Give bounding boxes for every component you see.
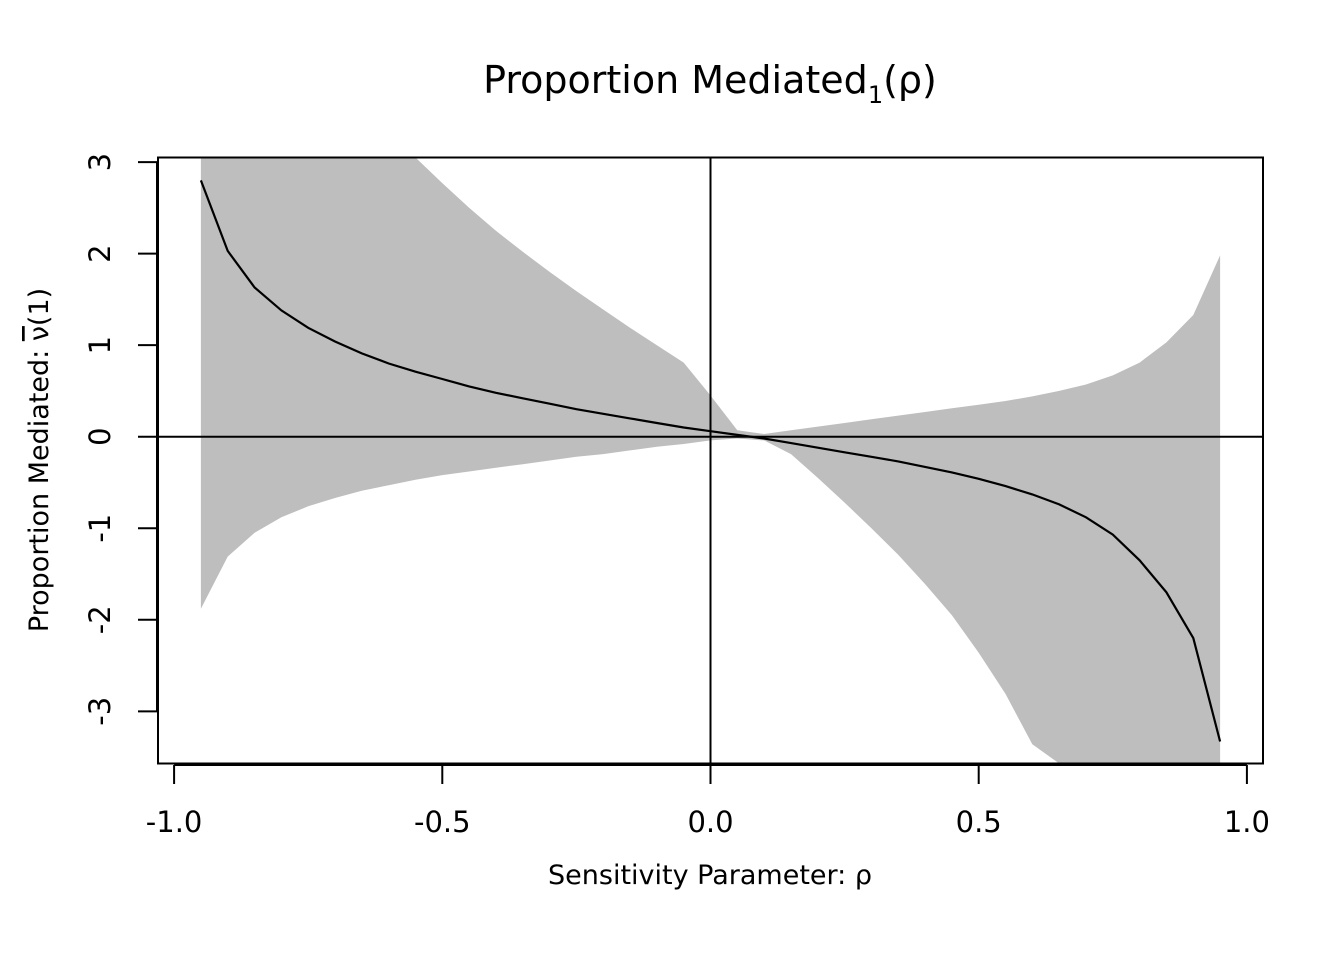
- plot-area: [158, 157, 1263, 764]
- x-axis: -1.0 -0.5 0.0 0.5 1.0: [146, 764, 1270, 839]
- y-axis-label-symbol: ν: [24, 326, 55, 341]
- y-tick-label: 3: [83, 153, 117, 171]
- x-tick-label: 1.0: [1224, 805, 1270, 839]
- chart-title-main: Proportion Mediated: [483, 58, 868, 102]
- x-tick-label: -1.0: [146, 805, 203, 839]
- x-axis-label: Sensitivity Parameter: ρ: [548, 860, 872, 891]
- y-tick-label: 1: [83, 336, 117, 354]
- y-tick-label: 2: [83, 244, 117, 262]
- y-axis-label: Proportion Mediated: ν(1): [24, 288, 55, 632]
- x-tick-label: 0.5: [956, 805, 1002, 839]
- chart-title-suffix: (ρ): [883, 58, 937, 102]
- y-tick-label: -2: [83, 605, 117, 634]
- chart-title: Proportion Mediated1(ρ): [483, 58, 937, 109]
- y-tick-label: 0: [83, 427, 117, 445]
- x-tick-label: -0.5: [414, 805, 471, 839]
- x-tick-label: 0.0: [687, 805, 733, 839]
- chart-title-subscript: 1: [868, 81, 883, 109]
- y-tick-label: -1: [83, 514, 117, 543]
- y-axis-label-prefix: Proportion Mediated:: [24, 341, 55, 632]
- confidence-band: [200, 157, 1221, 764]
- y-tick-label: -3: [83, 697, 117, 726]
- estimate-line: [199, 180, 1222, 742]
- y-axis-label-suffix: (1): [24, 288, 55, 326]
- y-axis: 3 2 1 0 -1 -2 -3: [83, 153, 158, 726]
